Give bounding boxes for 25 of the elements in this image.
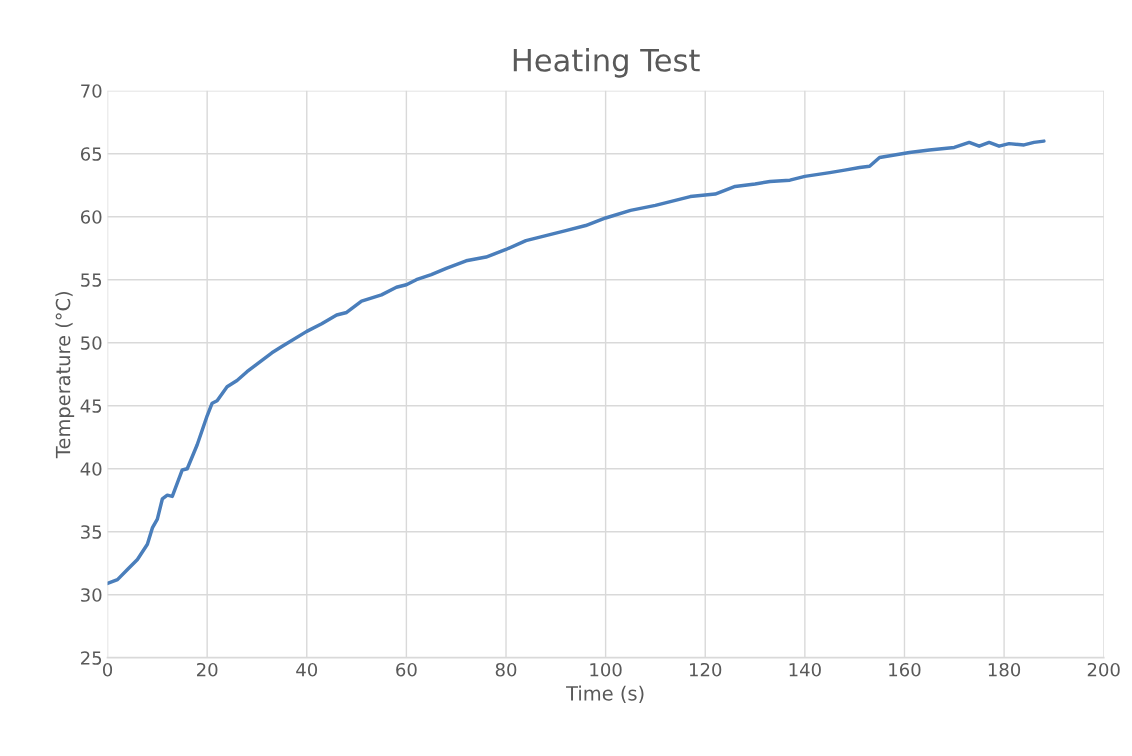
y-tick-label: 45	[80, 399, 102, 413]
x-axis-title: Time (s)	[566, 685, 644, 703]
y-tick-label: 30	[81, 588, 102, 602]
y-tick-label: 65	[80, 147, 102, 161]
y-tick-label: 60	[80, 210, 102, 224]
x-tick-label: 120	[689, 662, 722, 677]
chart-title: Heating Test	[513, 48, 700, 78]
y-axis-title: Temperature (°C)	[55, 291, 75, 459]
line-series	[107, 139, 1046, 586]
x-tick-label: 0	[102, 662, 113, 677]
x-tick-label: 200	[1087, 662, 1120, 677]
x-tick-label: 140	[789, 662, 821, 677]
y-tick-label: 50	[81, 336, 102, 350]
x-tick-label: 160	[889, 662, 921, 677]
y-tick-label: 25	[81, 651, 102, 665]
x-tick-label: 180	[988, 662, 1021, 677]
x-tick-label: 40	[296, 662, 318, 677]
x-tick-label: 80	[495, 662, 517, 677]
x-tick-label: 100	[590, 662, 622, 677]
y-tick-label: 35	[81, 525, 102, 539]
y-tick-label: 55	[81, 273, 102, 287]
x-tick-label: 60	[396, 662, 417, 677]
x-tick-label: 20	[196, 662, 218, 677]
y-tick-label: 40	[80, 462, 102, 476]
y-tick-label: 70	[81, 84, 102, 98]
